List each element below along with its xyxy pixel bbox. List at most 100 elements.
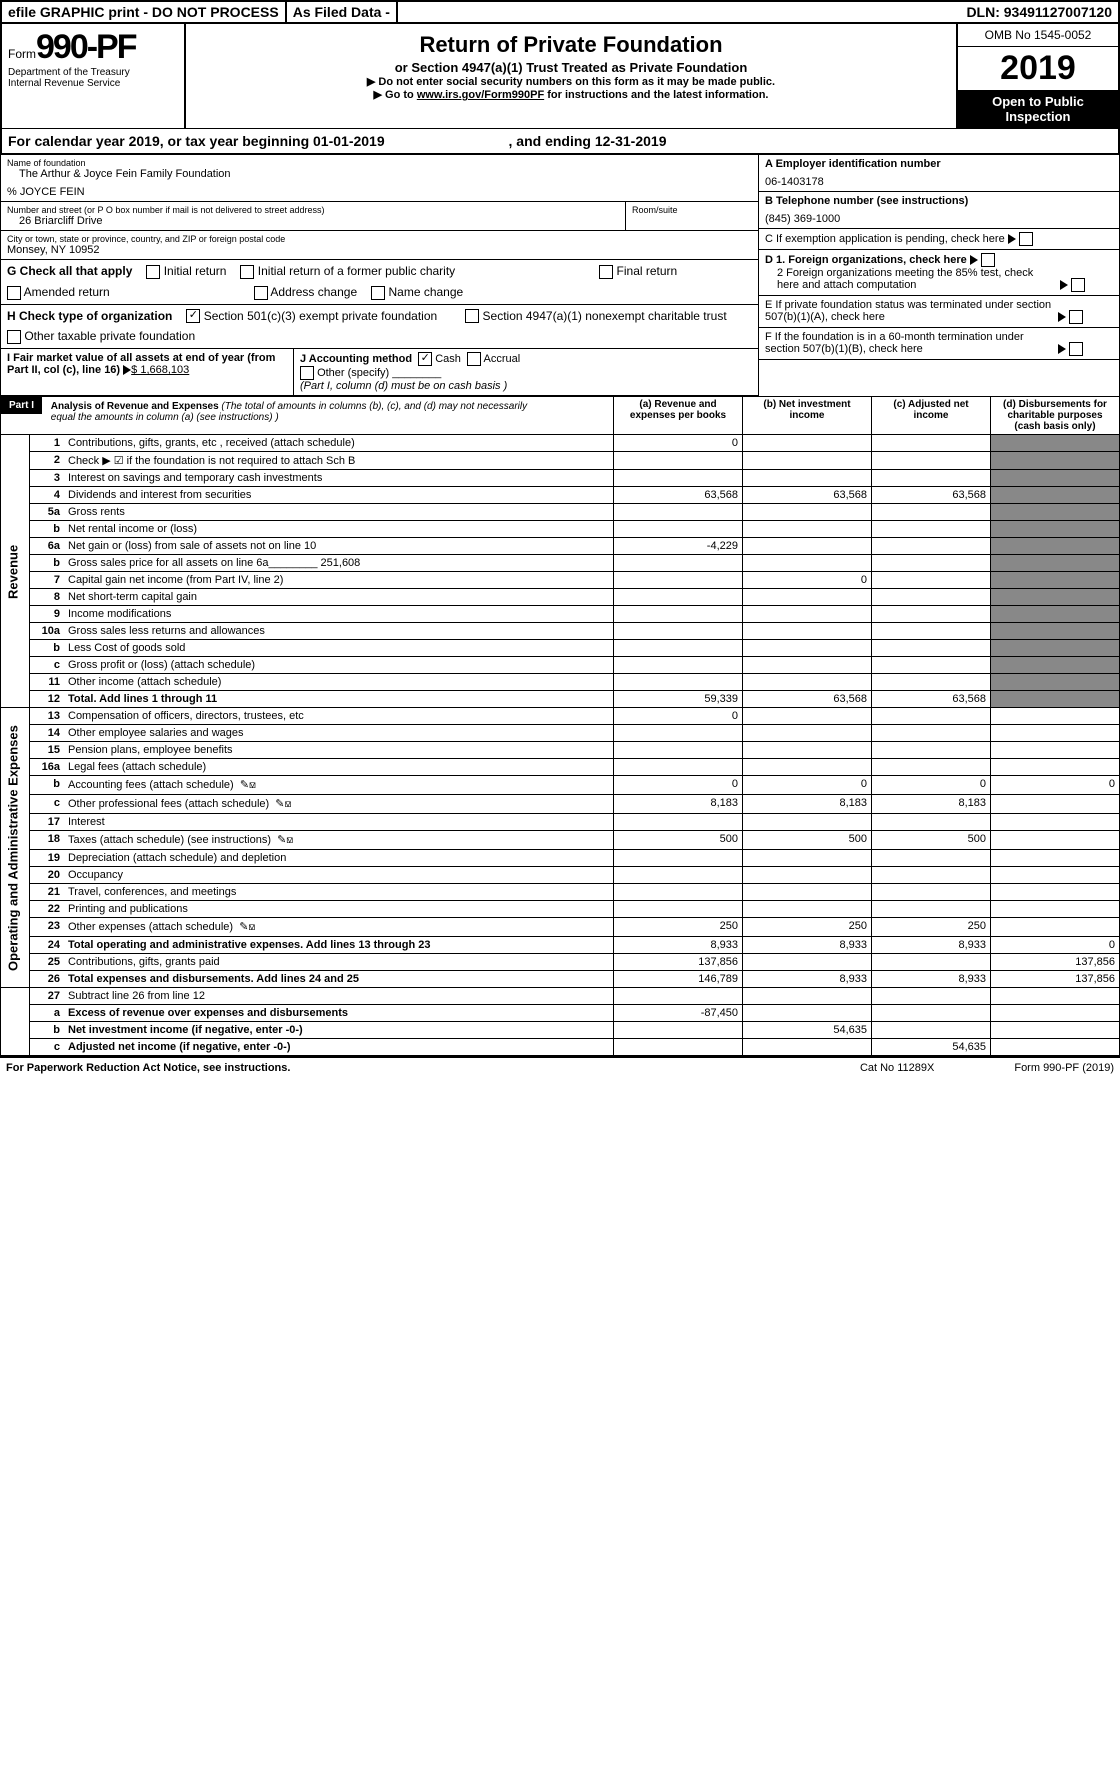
cell: 0 (743, 572, 872, 589)
table-row: 2Check ▶ ☑ if the foundation is not requ… (1, 452, 1120, 470)
row-desc: Subtract line 26 from line 12 (64, 988, 614, 1005)
checkbox-e[interactable] (1069, 310, 1083, 324)
row-desc: Income modifications (64, 606, 614, 623)
arrow-icon (1008, 234, 1016, 244)
checkbox-cash[interactable]: ✓ (418, 352, 432, 366)
checkbox-f[interactable] (1069, 342, 1083, 356)
checkbox-initial[interactable] (146, 265, 160, 279)
row-desc: Less Cost of goods sold (64, 640, 614, 657)
checkbox-initial-former[interactable] (240, 265, 254, 279)
cell (614, 742, 743, 759)
cell (991, 657, 1120, 674)
cell (991, 521, 1120, 538)
cell (872, 589, 991, 606)
attachment-icon[interactable]: ✎⟏ (277, 834, 293, 846)
cell (614, 470, 743, 487)
arrow-icon (1058, 312, 1066, 322)
cell (743, 538, 872, 555)
cell (743, 435, 872, 452)
checkbox-other-tax[interactable] (7, 330, 21, 344)
g-label: G Check all that apply (7, 264, 132, 278)
cell (991, 435, 1120, 452)
row-num: 4 (30, 487, 65, 504)
checkbox-501c3[interactable]: ✓ (186, 309, 200, 323)
cell: 0 (614, 708, 743, 725)
cell (743, 606, 872, 623)
cell (872, 850, 991, 867)
row-num: 24 (30, 937, 65, 954)
cell (872, 504, 991, 521)
checkbox-d1[interactable] (981, 253, 995, 267)
table-row: 4Dividends and interest from securities6… (1, 487, 1120, 504)
attachment-icon[interactable]: ✎⟏ (240, 779, 256, 791)
cell (991, 589, 1120, 606)
row-desc: Dividends and interest from securities (64, 487, 614, 504)
row-desc: Pension plans, employee benefits (64, 742, 614, 759)
cell (743, 674, 872, 691)
h-o3: Other taxable private foundation (24, 329, 195, 343)
row-desc: Net rental income or (loss) (64, 521, 614, 538)
cat-no: Cat No 11289X (860, 1062, 934, 1074)
section-g: G Check all that apply Initial return In… (1, 260, 758, 305)
cell: 0 (872, 776, 991, 795)
row-desc: Accounting fees (attach schedule) ✎⟏ (64, 776, 614, 795)
cell: 0 (991, 937, 1120, 954)
row-num: b (30, 521, 65, 538)
table-row: 21Travel, conferences, and meetings (1, 884, 1120, 901)
table-row: 22Printing and publications (1, 901, 1120, 918)
table-row: cOther professional fees (attach schedul… (1, 795, 1120, 814)
checkbox-c[interactable] (1019, 232, 1033, 246)
checkbox-amended[interactable] (7, 286, 21, 300)
asfiled-label: As Filed Data - (287, 2, 398, 22)
cell: 137,856 (991, 954, 1120, 971)
attachment-icon[interactable]: ✎⟏ (239, 921, 255, 933)
cell (991, 884, 1120, 901)
col-c-header: (c) Adjusted net income (872, 397, 991, 435)
checkbox-final[interactable] (599, 265, 613, 279)
cell (743, 759, 872, 776)
table-row: 25Contributions, gifts, grants paid137,8… (1, 954, 1120, 971)
checkbox-name[interactable] (371, 286, 385, 300)
row-num: a (30, 1005, 65, 1022)
attachment-icon[interactable]: ✎⟏ (275, 798, 291, 810)
checkbox-accrual[interactable] (467, 352, 481, 366)
table-row: 26Total expenses and disbursements. Add … (1, 971, 1120, 988)
checkbox-d2[interactable] (1071, 278, 1085, 292)
cell (991, 814, 1120, 831)
cell: 250 (743, 918, 872, 937)
cell (991, 831, 1120, 850)
cell (872, 708, 991, 725)
cell (614, 623, 743, 640)
cell (991, 674, 1120, 691)
table-row: 12Total. Add lines 1 through 1159,33963,… (1, 691, 1120, 708)
part1-tag: Part I (1, 397, 42, 414)
d2-label: 2 Foreign organizations meeting the 85% … (765, 267, 1057, 291)
j-cash: Cash (435, 353, 461, 365)
row-desc: Other employee salaries and wages (64, 725, 614, 742)
row-num: b (30, 1022, 65, 1039)
table-row: 5aGross rents (1, 504, 1120, 521)
checkbox-4947[interactable] (465, 309, 479, 323)
cell: 8,183 (614, 795, 743, 814)
cell (743, 1005, 872, 1022)
cell (991, 725, 1120, 742)
cell (614, 901, 743, 918)
cell (743, 589, 872, 606)
checkbox-address[interactable] (254, 286, 268, 300)
table-row: 18Taxes (attach schedule) (see instructi… (1, 831, 1120, 850)
row-num: b (30, 640, 65, 657)
form-subtitle: or Section 4947(a)(1) Trust Treated as P… (192, 60, 950, 75)
cell (743, 725, 872, 742)
cell (614, 814, 743, 831)
col-b-header: (b) Net investment income (743, 397, 872, 435)
irs-link[interactable]: www.irs.gov/Form990PF (417, 89, 544, 101)
cell (743, 521, 872, 538)
checkbox-other-method[interactable] (300, 366, 314, 380)
cell (614, 504, 743, 521)
cell (991, 1022, 1120, 1039)
cell: 250 (872, 918, 991, 937)
g-o4: Amended return (24, 285, 110, 299)
cell (872, 435, 991, 452)
row-desc: Contributions, gifts, grants, etc , rece… (64, 435, 614, 452)
table-row: 17Interest (1, 814, 1120, 831)
